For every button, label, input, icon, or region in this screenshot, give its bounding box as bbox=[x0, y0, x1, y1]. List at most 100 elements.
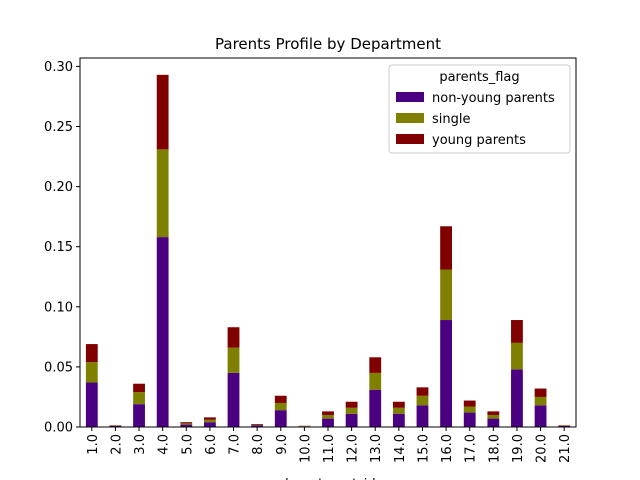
y-tick-label: 0.30 bbox=[44, 60, 73, 75]
bars-group bbox=[85, 74, 571, 427]
x-tick-label: 3.0 bbox=[133, 434, 148, 455]
x-tick-label: 13.0 bbox=[369, 434, 384, 463]
x-tick-label: 8.0 bbox=[251, 434, 266, 455]
bar-19.0-series-2 bbox=[511, 320, 523, 343]
chart-title: Parents Profile by Department bbox=[215, 35, 441, 53]
bar-12.0-series-0 bbox=[345, 413, 358, 427]
bar-13.0-series-1 bbox=[369, 372, 382, 390]
legend-box bbox=[388, 64, 571, 154]
x-tick-label: 18.0 bbox=[487, 434, 502, 463]
legend-swatch bbox=[396, 113, 424, 123]
x-tick-label: 11.0 bbox=[322, 434, 337, 463]
legend-entry-label: young parents bbox=[432, 133, 526, 148]
bar-8.0-series-2 bbox=[251, 423, 264, 425]
legend-entry-label: non-young parents bbox=[432, 91, 555, 106]
bar-14.0-series-1 bbox=[392, 407, 405, 414]
plot-frame bbox=[79, 57, 577, 428]
bar-20.0-series-2 bbox=[534, 388, 547, 397]
y-tick-label: 0.05 bbox=[44, 360, 73, 375]
x-tick-label: 7.0 bbox=[228, 434, 243, 455]
bar-5.0-series-0 bbox=[180, 424, 193, 427]
bar-21.0-series-0 bbox=[558, 425, 571, 427]
x-tick-label: 19.0 bbox=[511, 434, 526, 463]
bar-6.0-series-0 bbox=[204, 422, 216, 427]
bar-8.0-series-1 bbox=[251, 424, 264, 426]
bar-5.0-series-2 bbox=[180, 422, 193, 424]
y-tick-label: 0.25 bbox=[44, 120, 73, 135]
bar-4.0-series-1 bbox=[156, 149, 169, 238]
bar-3.0-series-0 bbox=[133, 404, 145, 427]
bar-14.0-series-2 bbox=[392, 401, 405, 408]
bar-9.0-series-1 bbox=[274, 402, 287, 411]
bar-14.0-series-0 bbox=[392, 413, 405, 427]
bar-3.0-series-2 bbox=[133, 383, 145, 393]
bar-4.0-series-2 bbox=[156, 74, 169, 150]
y-tick-label: 0.20 bbox=[44, 180, 73, 195]
x-tick-label: 12.0 bbox=[346, 434, 361, 463]
bar-11.0-series-0 bbox=[322, 418, 334, 427]
x-tick-label: 17.0 bbox=[464, 434, 479, 463]
x-tick-label: 9.0 bbox=[275, 434, 290, 455]
bar-9.0-series-2 bbox=[274, 395, 287, 403]
bar-20.0-series-0 bbox=[534, 405, 547, 427]
bar-18.0-series-0 bbox=[487, 418, 500, 427]
bar-6.0-series-1 bbox=[204, 419, 216, 423]
x-tick-label: 10.0 bbox=[298, 434, 313, 463]
bar-9.0-series-0 bbox=[274, 410, 287, 427]
bar-15.0-series-2 bbox=[416, 387, 429, 396]
bar-6.0-series-2 bbox=[204, 417, 216, 420]
legend-swatch bbox=[396, 134, 424, 144]
bar-16.0-series-1 bbox=[440, 269, 452, 321]
x-tick-label: 14.0 bbox=[393, 434, 408, 463]
x-tick-label: 1.0 bbox=[86, 434, 101, 455]
bar-8.0-series-0 bbox=[251, 425, 264, 427]
bar-15.0-series-1 bbox=[416, 395, 429, 406]
bar-16.0-series-2 bbox=[440, 226, 452, 270]
bar-3.0-series-1 bbox=[133, 392, 145, 405]
bar-20.0-series-1 bbox=[534, 396, 547, 406]
bar-5.0-series-1 bbox=[180, 423, 193, 425]
bar-17.0-series-1 bbox=[463, 406, 476, 413]
bar-13.0-series-0 bbox=[369, 389, 382, 427]
x-tick-label: 2.0 bbox=[109, 434, 124, 455]
bar-17.0-series-0 bbox=[463, 412, 476, 427]
bar-7.0-series-0 bbox=[227, 372, 240, 427]
bar-7.0-series-1 bbox=[227, 347, 240, 373]
bar-16.0-series-0 bbox=[440, 320, 452, 427]
bar-11.0-series-2 bbox=[322, 411, 334, 415]
x-tick-label: 21.0 bbox=[558, 434, 573, 463]
bar-18.0-series-2 bbox=[487, 411, 500, 415]
bar-18.0-series-1 bbox=[487, 414, 500, 419]
bar-12.0-series-1 bbox=[345, 407, 358, 414]
bar-2.0-series-0 bbox=[109, 425, 122, 427]
legend: parents_flag non-young parents single young… bbox=[388, 64, 571, 154]
legend-swatch bbox=[396, 92, 424, 102]
x-tick-label: 4.0 bbox=[157, 434, 172, 455]
y-axis: 0.00 0.05 0.10 0.15 0.20 0.25 0.30 bbox=[44, 60, 80, 436]
x-tick-label: 15.0 bbox=[416, 434, 431, 463]
x-tick-label: 5.0 bbox=[180, 434, 195, 455]
bar-1.0-series-0 bbox=[85, 382, 98, 427]
x-tick-label: 20.0 bbox=[535, 434, 550, 463]
y-tick-label: 0.00 bbox=[44, 421, 73, 436]
legend-entry-label: single bbox=[432, 112, 471, 127]
x-tick-label: 6.0 bbox=[204, 434, 219, 455]
y-tick-label: 0.10 bbox=[44, 300, 73, 315]
bar-1.0-series-2 bbox=[85, 344, 98, 363]
bar-1.0-series-1 bbox=[85, 362, 98, 383]
y-tick-label: 0.15 bbox=[44, 240, 73, 255]
bar-7.0-series-2 bbox=[227, 327, 240, 348]
bar-17.0-series-2 bbox=[463, 400, 476, 407]
x-tick-label: 16.0 bbox=[440, 434, 455, 463]
bar-19.0-series-1 bbox=[511, 342, 523, 370]
x-axis: 1.0 2.0 3.0 4.0 5.0 6.0 7.0 8.0 9.0 10.0 11.0 12.0 1… bbox=[86, 427, 573, 463]
legend-title: parents_flag bbox=[439, 70, 519, 85]
bar-13.0-series-2 bbox=[369, 357, 382, 373]
bar-15.0-series-0 bbox=[416, 405, 429, 427]
bar-19.0-series-0 bbox=[511, 369, 523, 427]
bar-12.0-series-2 bbox=[345, 401, 358, 408]
x-axis-label: department_id bbox=[280, 477, 375, 480]
bar-11.0-series-1 bbox=[322, 414, 334, 419]
bar-4.0-series-0 bbox=[156, 237, 169, 427]
